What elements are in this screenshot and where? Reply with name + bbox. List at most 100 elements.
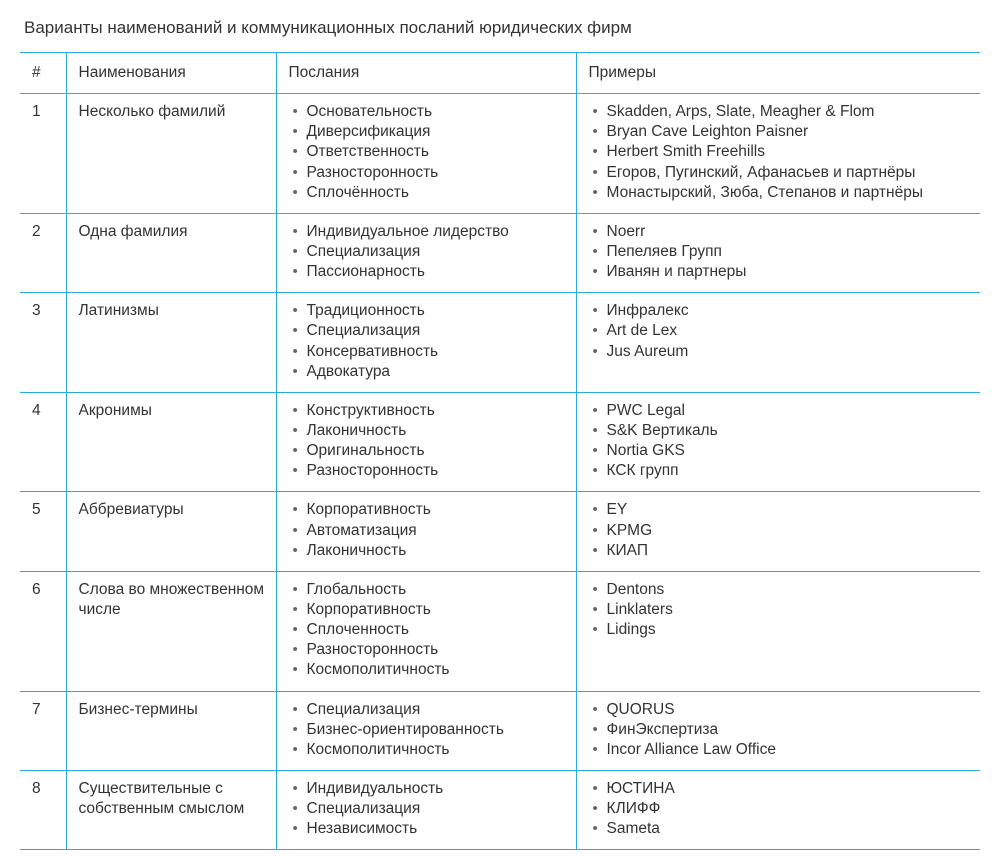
cell-examples: ИнфралексArt de LexJus Aureum — [576, 293, 980, 393]
cell-examples: NoerrПепеляев ГруппИванян и партнеры — [576, 213, 980, 292]
table-row: 1Несколько фамилийОсновательностьДиверси… — [20, 94, 980, 214]
messages-list: ГлобальностьКорпоративностьСплоченностьР… — [289, 580, 566, 681]
table-row: 3ЛатинизмыТрадиционностьСпециализацияКон… — [20, 293, 980, 393]
list-item: Иванян и партнеры — [607, 262, 971, 282]
list-item: Jus Aureum — [607, 342, 971, 362]
examples-list: ИнфралексArt de LexJus Aureum — [589, 301, 971, 361]
list-item: Lidings — [607, 620, 971, 640]
list-item: Bryan Cave Leighton Paisner — [607, 122, 971, 142]
cell-name: Акронимы — [66, 392, 276, 492]
cell-name: Слова во множественном числе — [66, 571, 276, 691]
examples-list: DentonsLinklatersLidings — [589, 580, 971, 640]
cell-messages: ТрадиционностьСпециализацияКонсервативно… — [276, 293, 576, 393]
list-item: Sameta — [607, 819, 971, 839]
cell-name: Несколько фамилий — [66, 94, 276, 214]
cell-examples: EYKPMGКИАП — [576, 492, 980, 571]
list-item: Конструктивность — [307, 401, 566, 421]
cell-num: 5 — [20, 492, 66, 571]
examples-list: EYKPMGКИАП — [589, 500, 971, 560]
table-header: # Наименования Послания Примеры — [20, 53, 980, 94]
page-title: Варианты наименований и коммуникационных… — [24, 18, 980, 38]
list-item: Традиционность — [307, 301, 566, 321]
list-item: ФинЭкспертиза — [607, 720, 971, 740]
cell-examples: Skadden, Arps, Slate, Meagher & FlomBrya… — [576, 94, 980, 214]
cell-messages: СпециализацияБизнес-ориентированностьКос… — [276, 691, 576, 770]
list-item: Разносторонность — [307, 461, 566, 481]
cell-name: Аббревиатуры — [66, 492, 276, 571]
examples-list: QUORUSФинЭкспертизаIncor Alliance Law Of… — [589, 700, 971, 760]
list-item: Сплочённость — [307, 183, 566, 203]
col-header-num: # — [20, 53, 66, 94]
list-item: КИАП — [607, 541, 971, 561]
cell-messages: ОсновательностьДиверсификацияОтветственн… — [276, 94, 576, 214]
law-firm-naming-table: # Наименования Послания Примеры 1Несколь… — [20, 52, 980, 850]
list-item: KPMG — [607, 521, 971, 541]
cell-num: 6 — [20, 571, 66, 691]
list-item: Dentons — [607, 580, 971, 600]
messages-list: Индивидуальное лидерствоСпециализацияПас… — [289, 222, 566, 282]
list-item: Корпоративность — [307, 600, 566, 620]
messages-list: КонструктивностьЛаконичностьОригинальнос… — [289, 401, 566, 482]
list-item: Егоров, Пугинский, Афанасьев и партнёры — [607, 163, 971, 183]
list-item: EY — [607, 500, 971, 520]
examples-list: Skadden, Arps, Slate, Meagher & FlomBrya… — [589, 102, 971, 203]
list-item: Оригинальность — [307, 441, 566, 461]
col-header-messages: Послания — [276, 53, 576, 94]
cell-num: 4 — [20, 392, 66, 492]
cell-name: Бизнес-термины — [66, 691, 276, 770]
list-item: Автоматизация — [307, 521, 566, 541]
table-row: 8Существительные с собственным смысломИн… — [20, 770, 980, 849]
list-item: Диверсификация — [307, 122, 566, 142]
list-item: Инфралекс — [607, 301, 971, 321]
list-item: Специализация — [307, 242, 566, 262]
examples-list: NoerrПепеляев ГруппИванян и партнеры — [589, 222, 971, 282]
list-item: Монастырский, Зюба, Степанов и партнёры — [607, 183, 971, 203]
cell-name: Одна фамилия — [66, 213, 276, 292]
list-item: ЮСТИНА — [607, 779, 971, 799]
list-item: QUORUS — [607, 700, 971, 720]
list-item: Noerr — [607, 222, 971, 242]
list-item: Специализация — [307, 321, 566, 341]
list-item: Консервативность — [307, 342, 566, 362]
list-item: Адвокатура — [307, 362, 566, 382]
cell-num: 8 — [20, 770, 66, 849]
table-row: 2Одна фамилияИндивидуальное лидерствоСпе… — [20, 213, 980, 292]
table-row: 6Слова во множественном числеГлобальност… — [20, 571, 980, 691]
list-item: Nortia GKS — [607, 441, 971, 461]
list-item: Incor Alliance Law Office — [607, 740, 971, 760]
cell-examples: ЮСТИНАКЛИФФSameta — [576, 770, 980, 849]
list-item: S&K Вертикаль — [607, 421, 971, 441]
list-item: Независимость — [307, 819, 566, 839]
cell-name: Существительные с собственным смыслом — [66, 770, 276, 849]
cell-messages: ИндивидуальностьСпециализацияНезависимос… — [276, 770, 576, 849]
table-body: 1Несколько фамилийОсновательностьДиверси… — [20, 94, 980, 850]
list-item: КЛИФФ — [607, 799, 971, 819]
list-item: Ответственность — [307, 142, 566, 162]
list-item: Пассионарность — [307, 262, 566, 282]
list-item: Herbert Smith Freehills — [607, 142, 971, 162]
list-item: Разносторонность — [307, 640, 566, 660]
cell-examples: QUORUSФинЭкспертизаIncor Alliance Law Of… — [576, 691, 980, 770]
messages-list: КорпоративностьАвтоматизацияЛаконичность — [289, 500, 566, 560]
list-item: Пепеляев Групп — [607, 242, 971, 262]
col-header-examples: Примеры — [576, 53, 980, 94]
list-item: Art de Lex — [607, 321, 971, 341]
list-item: Лаконичность — [307, 421, 566, 441]
list-item: Сплоченность — [307, 620, 566, 640]
cell-name: Латинизмы — [66, 293, 276, 393]
cell-num: 2 — [20, 213, 66, 292]
list-item: Специализация — [307, 799, 566, 819]
messages-list: ИндивидуальностьСпециализацияНезависимос… — [289, 779, 566, 839]
list-item: Linklaters — [607, 600, 971, 620]
list-item: Космополитичность — [307, 660, 566, 680]
messages-list: ТрадиционностьСпециализацияКонсервативно… — [289, 301, 566, 382]
messages-list: ОсновательностьДиверсификацияОтветственн… — [289, 102, 566, 203]
table-row: 7Бизнес-терминыСпециализацияБизнес-ориен… — [20, 691, 980, 770]
cell-messages: Индивидуальное лидерствоСпециализацияПас… — [276, 213, 576, 292]
col-header-name: Наименования — [66, 53, 276, 94]
list-item: Skadden, Arps, Slate, Meagher & Flom — [607, 102, 971, 122]
list-item: PWC Legal — [607, 401, 971, 421]
list-item: КСК групп — [607, 461, 971, 481]
table-row: 4АкронимыКонструктивностьЛаконичностьОри… — [20, 392, 980, 492]
list-item: Индивидуальное лидерство — [307, 222, 566, 242]
